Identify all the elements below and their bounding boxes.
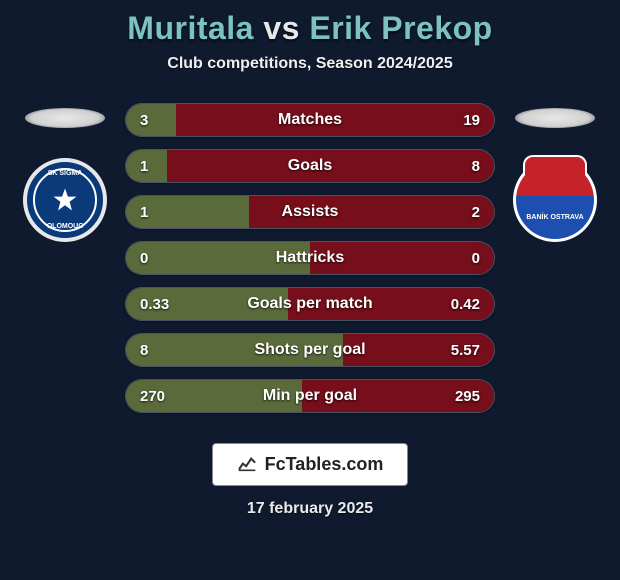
stat-value-right: 2 [472, 204, 480, 221]
footer-date: 17 february 2025 [247, 500, 373, 518]
stats-column: 3 19 Matches 1 8 Goals 1 2 Assists 0 0 Hattricks 0.3… [125, 103, 495, 413]
stat-fill-left [126, 104, 176, 136]
stat-bar: 1 2 Assists [125, 195, 495, 229]
badge-right-text: BANÍK OSTRAVA [516, 214, 594, 221]
left-column: SK SIGMA OLOMOUC [5, 103, 125, 242]
avatar-shadow-right [515, 108, 595, 128]
stat-label: Matches [278, 111, 342, 129]
subtitle: Club competitions, Season 2024/2025 [167, 55, 452, 73]
team-badge-left: SK SIGMA OLOMOUC [23, 158, 107, 242]
stat-label: Min per goal [263, 387, 357, 405]
stat-bar: 0.33 0.42 Goals per match [125, 287, 495, 321]
stat-value-right: 19 [463, 112, 480, 129]
vs-text: vs [263, 10, 300, 46]
avatar-shadow-left [25, 108, 105, 128]
star-icon [50, 185, 80, 215]
stat-value-left: 0 [140, 250, 148, 267]
stat-bar: 1 8 Goals [125, 149, 495, 183]
brand-text: FcTables.com [265, 454, 384, 475]
stat-value-left: 270 [140, 388, 165, 405]
comparison-card: Muritala vs Erik Prekop Club competition… [0, 0, 620, 580]
main-row: SK SIGMA OLOMOUC 3 19 Matches 1 8 Goals 1 2 Assi… [0, 103, 620, 413]
stat-label: Goals per match [247, 295, 372, 313]
stat-value-left: 8 [140, 342, 148, 359]
brand-footer: FcTables.com [212, 443, 409, 486]
stat-value-right: 0.42 [451, 296, 480, 313]
stat-label: Hattricks [276, 249, 344, 267]
chart-icon [237, 452, 257, 477]
stat-bar: 8 5.57 Shots per goal [125, 333, 495, 367]
stat-bar: 270 295 Min per goal [125, 379, 495, 413]
stat-label: Shots per goal [254, 341, 365, 359]
badge-left-text-bottom: OLOMOUC [27, 223, 103, 230]
player2-name: Erik Prekop [309, 10, 492, 46]
team-badge-right: BANÍK OSTRAVA [513, 158, 597, 242]
player1-name: Muritala [127, 10, 254, 46]
page-title: Muritala vs Erik Prekop [127, 10, 492, 47]
stat-value-right: 5.57 [451, 342, 480, 359]
stat-value-left: 1 [140, 204, 148, 221]
stat-value-right: 295 [455, 388, 480, 405]
right-column: BANÍK OSTRAVA [495, 103, 615, 242]
stat-value-left: 0.33 [140, 296, 169, 313]
stat-value-right: 8 [472, 158, 480, 175]
stat-bar: 3 19 Matches [125, 103, 495, 137]
stat-value-left: 3 [140, 112, 148, 129]
stat-value-right: 0 [472, 250, 480, 267]
stat-label: Goals [288, 157, 332, 175]
stat-value-left: 1 [140, 158, 148, 175]
stat-label: Assists [282, 203, 339, 221]
badge-left-text-top: SK SIGMA [27, 170, 103, 177]
stat-bar: 0 0 Hattricks [125, 241, 495, 275]
